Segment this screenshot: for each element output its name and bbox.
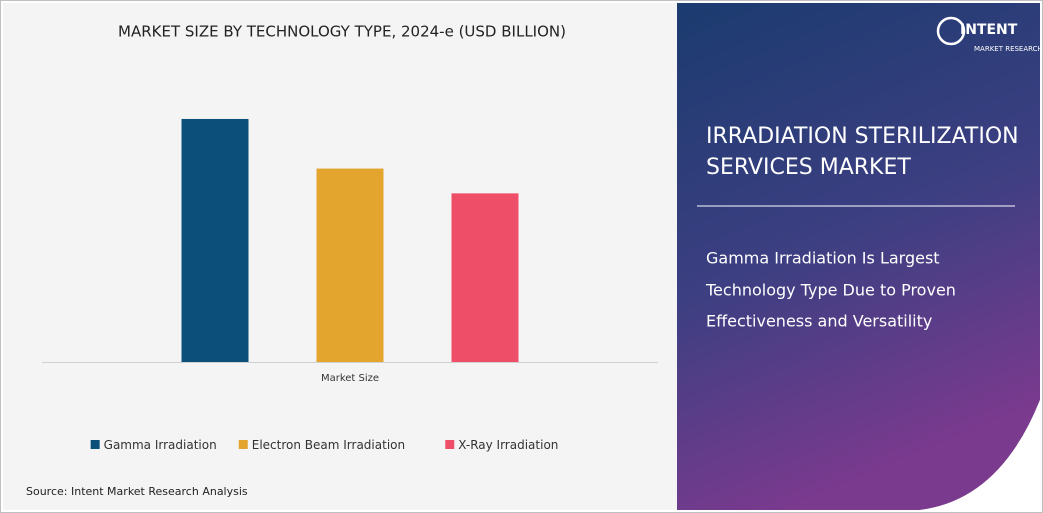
legend-label: Electron Beam Irradiation bbox=[252, 438, 405, 452]
logo-tagline: MARKET RESEARCH bbox=[974, 45, 1043, 53]
bar bbox=[181, 118, 249, 363]
chart-title: MARKET SIZE BY TECHNOLOGY TYPE, 2024-e (… bbox=[118, 23, 566, 41]
corner bbox=[920, 400, 1040, 510]
legend-swatch bbox=[238, 440, 248, 449]
panel-subtitle: Technology Type Due to Proven bbox=[705, 281, 956, 300]
bar bbox=[451, 193, 519, 362]
x-tick-label: Market Size bbox=[321, 373, 379, 384]
legend-label: Gamma Irradiation bbox=[104, 438, 217, 452]
source: Source: Intent Market Research Analysis bbox=[26, 485, 248, 498]
logo-icon bbox=[936, 16, 966, 46]
panel-title: IRRADIATION STERILIZATION bbox=[706, 124, 1019, 149]
panel-title: SERVICES MARKET bbox=[706, 155, 911, 180]
side-panel bbox=[677, 3, 1040, 510]
legend-label: X-Ray Irradiation bbox=[458, 438, 558, 452]
legend-swatch bbox=[90, 440, 100, 449]
bar bbox=[316, 168, 384, 362]
legend-swatch bbox=[445, 440, 455, 449]
logo-name: INTENT bbox=[960, 22, 1018, 38]
panel-subtitle: Gamma Irradiation Is Largest bbox=[706, 249, 940, 268]
panel-subtitle: Effectiveness and Versatility bbox=[706, 312, 932, 331]
